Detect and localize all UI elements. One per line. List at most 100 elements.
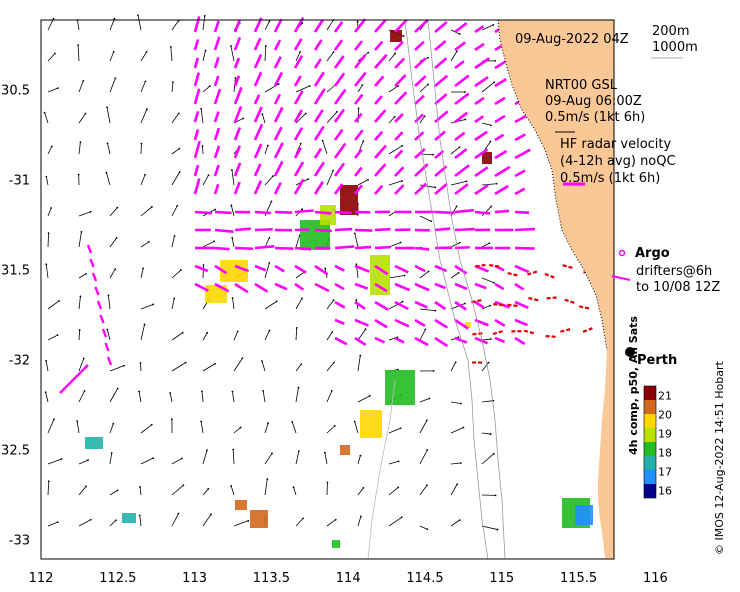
- drifter-track: [560, 328, 571, 333]
- radar-arrow: [274, 264, 285, 273]
- map-title: 09-Aug-2022 04Z: [515, 32, 629, 47]
- model-arrow: [419, 329, 426, 341]
- radar-arrow: [333, 183, 344, 195]
- model-arrow: [77, 20, 80, 31]
- radar-arrow: [374, 245, 392, 250]
- radar-arrow: [233, 36, 242, 51]
- model-arrow: [450, 272, 459, 279]
- model-arrow: [109, 207, 118, 217]
- sst-patch: [340, 185, 358, 215]
- model-arrow: [202, 174, 209, 186]
- y-tick-label: 30.5: [1, 83, 30, 99]
- radar-arrow: [474, 183, 489, 196]
- model-arrow: [78, 390, 85, 403]
- model-arrow: [107, 295, 111, 310]
- radar-arrow: [334, 282, 345, 291]
- model-arrow: [419, 84, 429, 93]
- model-arrow: [295, 518, 304, 527]
- radar-arrow: [333, 39, 344, 51]
- radar-arrow: [454, 208, 475, 214]
- colorbar-tick-label: 16: [658, 484, 672, 498]
- radar-arrow: [353, 71, 367, 87]
- model-arrow: [109, 365, 125, 372]
- radar-arrow: [474, 76, 489, 88]
- radar-arrow: [213, 75, 220, 87]
- drifter-track: [493, 303, 504, 307]
- radar-arrow: [494, 165, 511, 178]
- model-arrow: [450, 181, 467, 186]
- sst-patch: [332, 540, 340, 548]
- model-arrow: [322, 140, 328, 155]
- radar-arrow: [254, 245, 275, 250]
- x-tick-label: 113: [182, 571, 208, 586]
- model-arrow: [202, 50, 206, 62]
- model-arrow: [450, 303, 465, 310]
- model-arrow: [295, 387, 299, 403]
- drifter-track: [489, 263, 500, 268]
- radar-arrow: [414, 163, 429, 177]
- radar-arrow: [494, 78, 507, 88]
- radar-arrow: [273, 126, 283, 141]
- radar-arrow: [353, 40, 364, 51]
- radar-arrow: [313, 88, 326, 105]
- radar-arrow: [334, 318, 345, 325]
- radar-arrow: [434, 21, 448, 33]
- radar-arrow: [293, 55, 304, 69]
- model-arrow: [171, 362, 186, 372]
- model-arrow: [264, 262, 270, 279]
- radar-arrow: [254, 264, 267, 272]
- radar-arrow: [434, 210, 455, 215]
- radar-arrow: [454, 227, 475, 232]
- model-arrow: [261, 114, 266, 124]
- sst-patch: [370, 255, 390, 295]
- model-arrow: [109, 51, 115, 62]
- x-tick-label: 114.5: [406, 571, 444, 586]
- radar-arrow: [213, 127, 221, 141]
- radar-arrow: [193, 57, 200, 69]
- radar-arrow: [353, 54, 367, 69]
- radar-arrow: [334, 264, 345, 272]
- model-arrow: [232, 297, 235, 310]
- radar-arrow: [394, 19, 408, 33]
- radar-arrow: [193, 129, 200, 141]
- radar-arrow: [354, 264, 370, 273]
- model-arrow: [450, 462, 461, 465]
- colorbar-tick-label: 21: [658, 389, 672, 403]
- model-arrow: [231, 169, 235, 186]
- radar-arrow: [374, 130, 384, 141]
- sst-patch: [385, 370, 415, 405]
- model-arrow: [388, 516, 402, 527]
- radar-arrow: [494, 209, 510, 214]
- drifter-arrow: [106, 356, 113, 366]
- radar-arrow: [254, 227, 273, 232]
- radar-arrow: [213, 88, 222, 105]
- model-arrow: [354, 421, 359, 434]
- model-arrow: [109, 78, 116, 93]
- model-arrow: [171, 113, 180, 124]
- perth-marker: [625, 347, 635, 357]
- radar-arrow: [233, 75, 241, 87]
- radar-arrow: [293, 90, 304, 105]
- radar-arrow: [213, 56, 220, 69]
- radar-arrow: [354, 282, 369, 290]
- radar-arrow: [233, 19, 241, 33]
- model-arrow: [450, 51, 458, 62]
- radar-arrow: [253, 163, 262, 177]
- model-arrow: [295, 327, 298, 341]
- radar-arrow: [253, 180, 263, 195]
- model-arrow: [293, 487, 297, 496]
- radar-arrow: [333, 55, 345, 69]
- model-arrow: [78, 80, 84, 93]
- radar-arrow: [354, 228, 373, 232]
- model-arrow: [78, 296, 81, 310]
- model-arrow: [419, 116, 425, 124]
- radar-arrow: [313, 147, 323, 159]
- radar-arrow: [274, 282, 288, 291]
- colorbar-title: 4h comp, p50, All Sats: [627, 316, 640, 455]
- radar-arrow: [193, 110, 200, 123]
- model-arrow: [138, 391, 142, 403]
- drifter-arrow: [101, 328, 108, 338]
- radar-arrow: [454, 183, 469, 196]
- radar-arrow: [213, 36, 221, 51]
- radar-arrow: [293, 161, 305, 177]
